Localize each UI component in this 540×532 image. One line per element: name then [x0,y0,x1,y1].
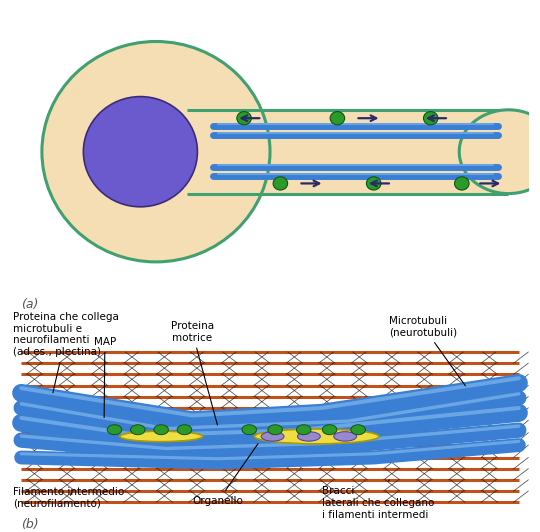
Text: (a): (a) [21,298,38,311]
Ellipse shape [268,425,282,435]
Text: Organello: Organello [193,444,258,506]
Ellipse shape [154,425,168,435]
Ellipse shape [177,425,192,435]
Ellipse shape [261,431,284,441]
Ellipse shape [237,112,251,125]
Text: Filamento intermedio
(neurofilamento): Filamento intermedio (neurofilamento) [14,487,125,509]
Text: Microtubuli
(neurotubuli): Microtubuli (neurotubuli) [389,316,465,386]
Ellipse shape [322,425,337,435]
Ellipse shape [423,112,438,125]
Ellipse shape [131,425,145,435]
Ellipse shape [298,431,320,441]
Ellipse shape [83,97,198,207]
Ellipse shape [334,431,356,441]
Ellipse shape [459,110,540,194]
Text: MAP: MAP [94,337,116,418]
Ellipse shape [273,177,288,190]
Text: Proteina che collega
microtubuli e
neurofilamenti
(ad es., plectina): Proteina che collega microtubuli e neuro… [14,312,119,393]
FancyBboxPatch shape [187,110,509,194]
Ellipse shape [367,177,381,190]
Ellipse shape [330,112,345,125]
Ellipse shape [459,110,540,194]
Text: Bracci
laterali che collegano
i filamenti intermedi: Bracci laterali che collegano i filament… [322,480,434,520]
Ellipse shape [107,425,122,435]
Ellipse shape [254,429,379,444]
Ellipse shape [120,431,202,442]
Ellipse shape [242,425,256,435]
Ellipse shape [351,425,366,435]
Ellipse shape [296,425,311,435]
Ellipse shape [455,177,469,190]
Text: (b): (b) [21,518,39,531]
Text: Proteina
motrice: Proteina motrice [171,321,218,425]
Ellipse shape [42,41,270,262]
